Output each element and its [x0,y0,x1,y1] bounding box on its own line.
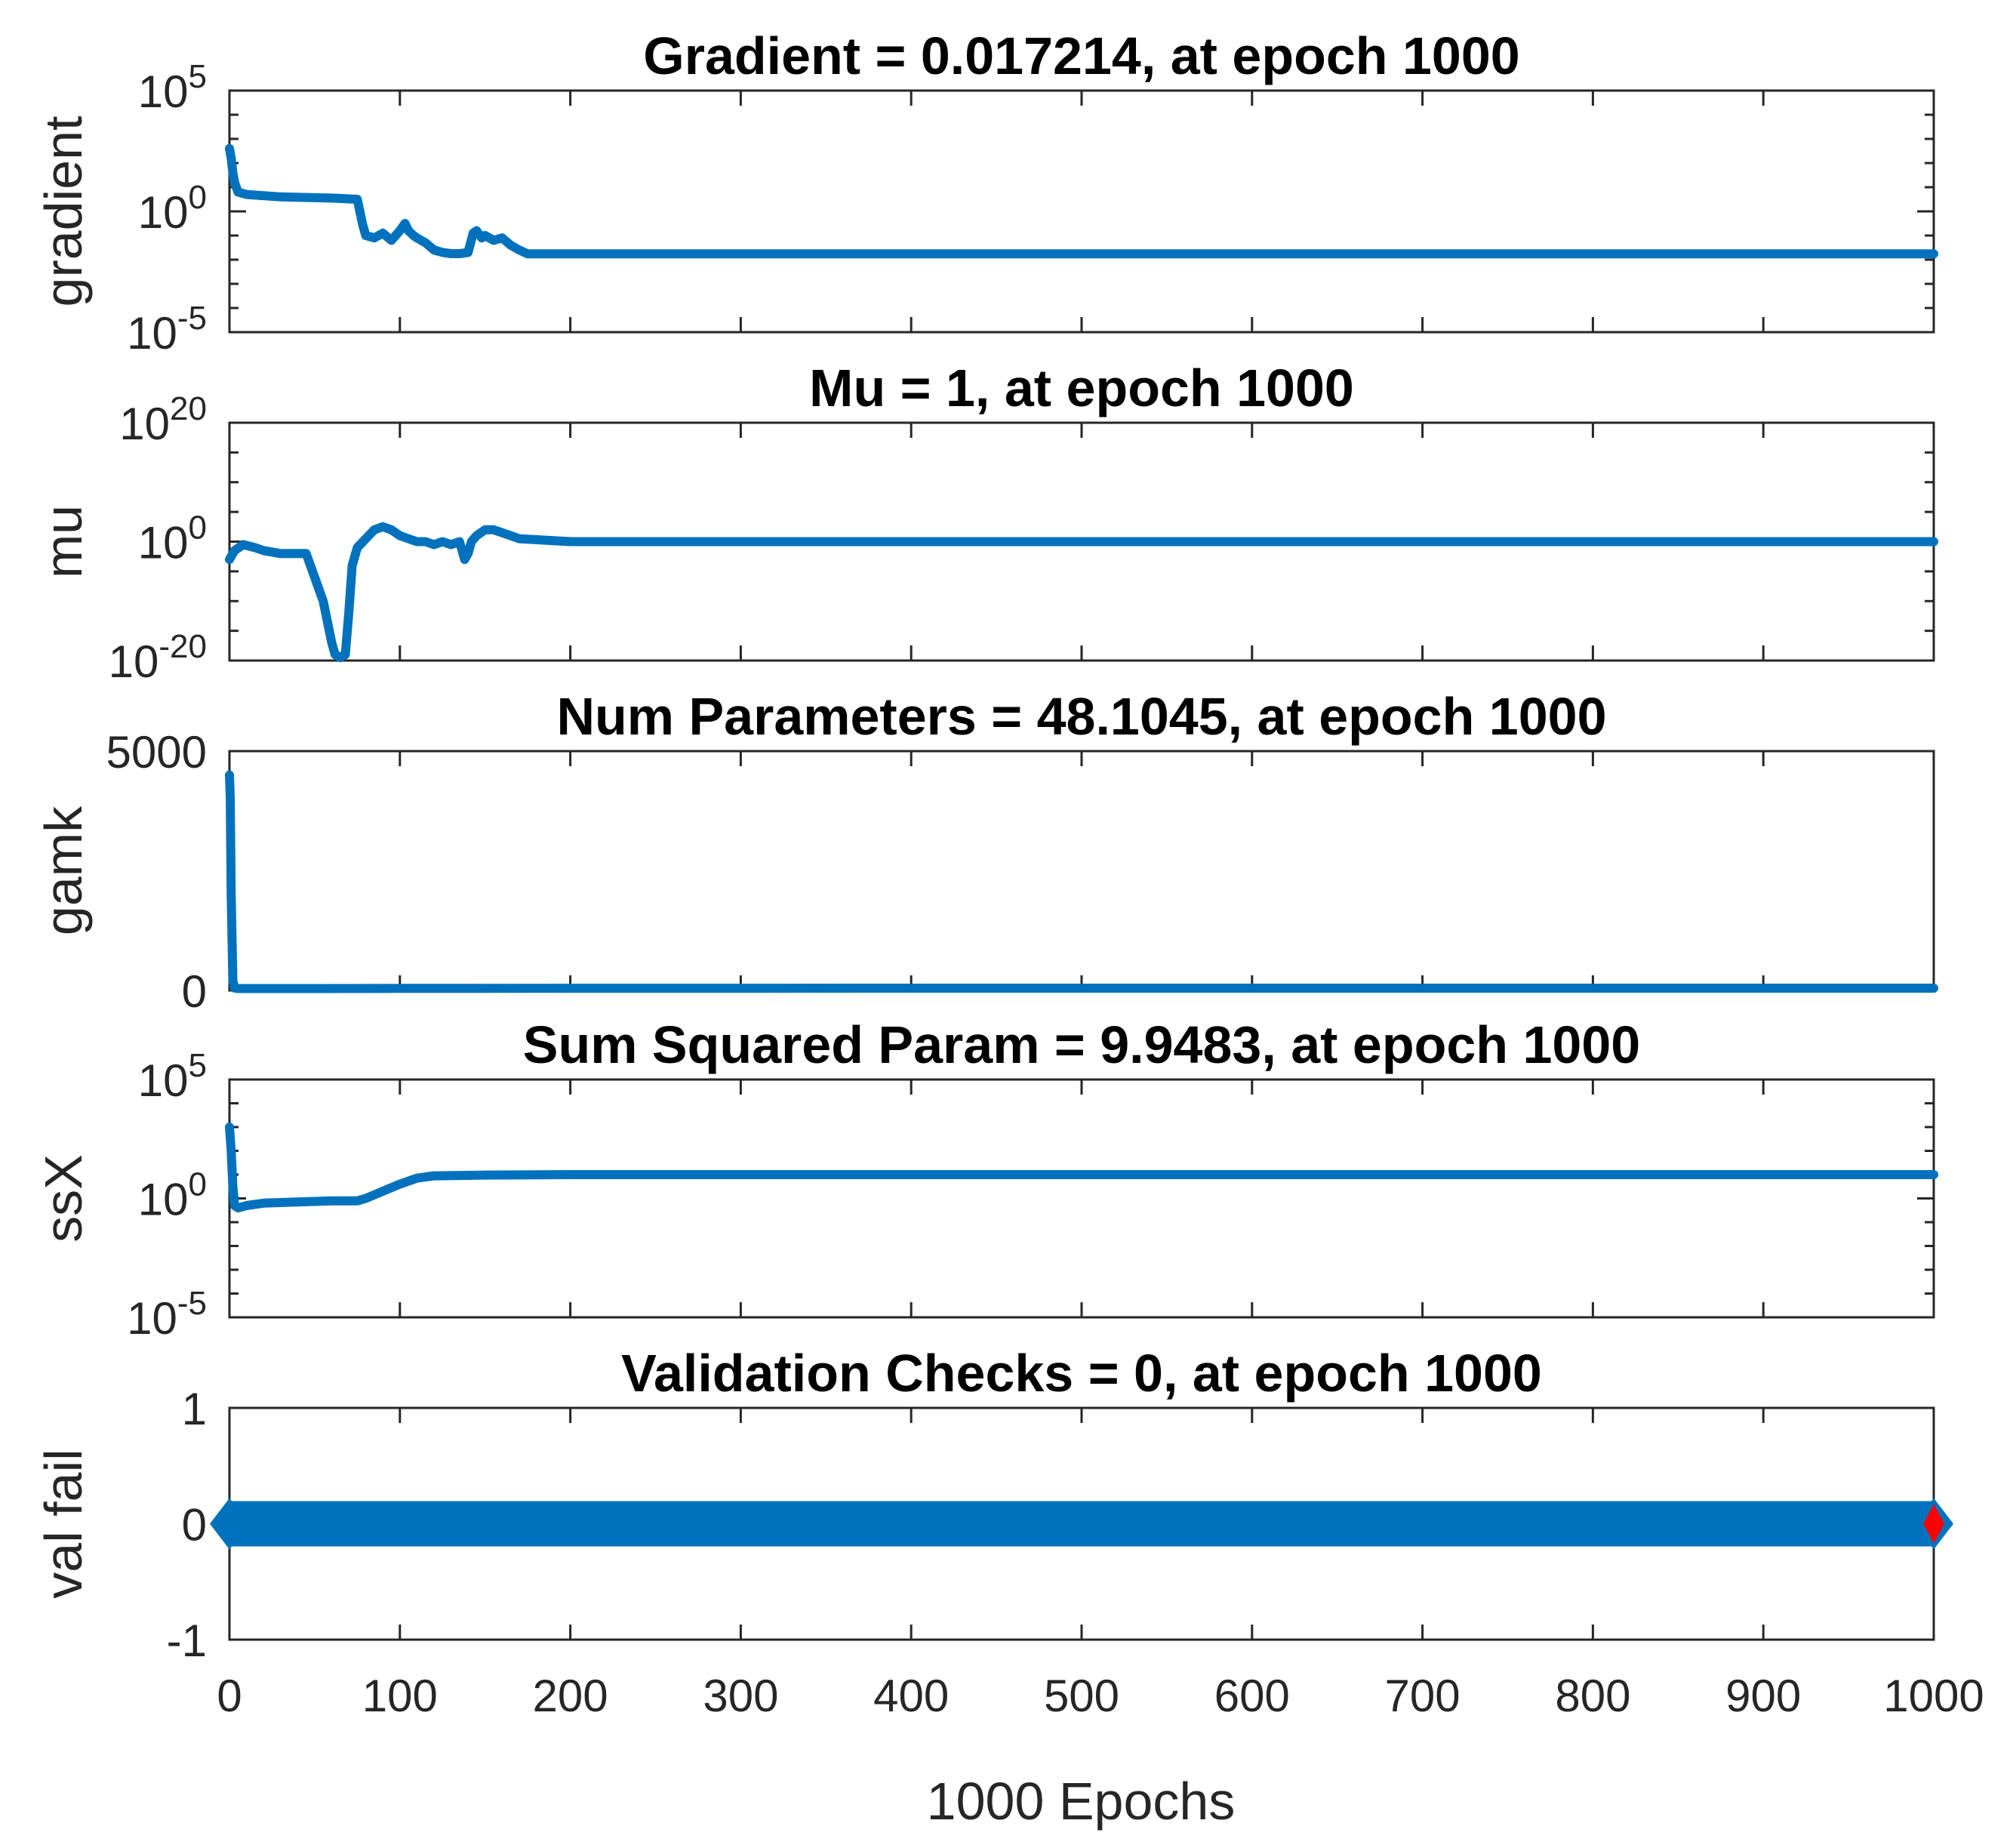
panel-valfail: 1 0 -1 Validation Checks = 0, at epoch 1000… [34,1344,1953,1666]
gradient-y-tick-exponent: 5 [189,58,207,95]
x-axis-ticks: 0 100 200 300 400 500 600 700 800 900 1000 [217,1671,1984,1721]
valfail-y-label: val fail [34,1449,93,1598]
mu-y-tick-label: 10-20 [109,628,207,687]
x-tick-label: 300 [703,1671,778,1721]
valfail-title: Validation Checks = 0, at epoch 1000 [621,1344,1542,1403]
gradient-y-tick-base: 10 [127,308,177,359]
x-tick-label: 700 [1385,1671,1461,1721]
x-tick-label: 600 [1214,1671,1290,1721]
ssx-y-tick-label: 10-5 [127,1285,207,1344]
gradient-y-tick-exponent: -5 [177,300,207,337]
gamk-axes-box [228,750,1935,992]
gradient-y-tick-label: 10-5 [127,300,207,359]
mu-y-tick-exponent: 0 [189,510,207,547]
mu-y-tick-exponent: 20 [170,390,207,427]
gradient-series-line [225,143,1938,259]
x-tick-label: 0 [217,1671,242,1721]
ssx-axes-box [228,1078,1935,1319]
ssx-y-tick-base: 10 [138,1055,189,1106]
ssx-y-tick-base: 10 [127,1293,177,1344]
gradient-y-tick-label: 100 [138,179,207,238]
valfail-series-end-marker [210,1498,249,1550]
gradient-y-tick-label: 105 [138,58,207,117]
gamk-title: Num Parameters = 48.1045, at epoch 1000 [556,687,1606,746]
mu-title: Mu = 1, at epoch 1000 [809,359,1354,417]
x-tick-label: 500 [1044,1671,1119,1721]
ssx-title: Sum Squared Param = 9.9483, at epoch 100… [523,1015,1640,1074]
x-tick-label: 1000 [1883,1671,1984,1721]
gamk-series-line [225,770,1938,993]
gradient-title: Gradient = 0.017214, at epoch 1000 [643,26,1519,85]
valfail-series-band [229,1501,1934,1547]
mu-y-label: mu [34,505,93,578]
mu-series-line [225,522,1938,663]
gamk-y-label: gamk [34,805,93,935]
ssx-y-tick-label: 105 [138,1047,207,1106]
ssx-y-label: ssX [34,1154,93,1243]
valfail-y-tick-label: 0 [182,1500,207,1551]
gradient-y-tick-exponent: 0 [189,179,207,216]
x-axis-label: 1000 Epochs [927,1772,1236,1831]
gamk-y-tick-label: 5000 [106,727,207,778]
mu-y-tick-base: 10 [138,518,189,568]
panel-gamk: 5000 0 Num Parameters = 48.1045, at epoch … [34,687,1938,1017]
valfail-best-epoch-marker [1923,1504,1944,1544]
gradient-axes-box [228,89,1935,334]
mu-y-tick-label: 1020 [119,390,207,449]
ssx-series-line [225,1123,1938,1213]
gradient-y-tick-base: 10 [138,187,189,238]
gradient-y-label: gradient [34,116,93,307]
valfail-y-tick-label: 1 [182,1384,207,1434]
mu-y-tick-exponent: -20 [159,628,207,665]
ssx-y-tick-exponent: 5 [189,1047,207,1084]
valfail-y-tick-label: -1 [167,1615,207,1666]
mu-y-tick-label: 100 [138,510,207,568]
x-tick-label: 100 [362,1671,438,1721]
x-tick-label: 200 [533,1671,608,1721]
mu-y-tick-base: 10 [109,636,159,687]
ssx-y-tick-label: 100 [138,1166,207,1225]
gradient-y-tick-base: 10 [138,66,189,117]
x-tick-label: 900 [1725,1671,1801,1721]
mu-y-tick-base: 10 [119,399,170,449]
x-tick-label: 400 [873,1671,949,1721]
ssx-y-tick-exponent: 0 [189,1166,207,1203]
ssx-y-tick-base: 10 [138,1175,189,1225]
x-tick-label: 800 [1555,1671,1630,1721]
ssx-y-tick-exponent: -5 [177,1285,207,1322]
gamk-y-tick-label: 0 [182,966,207,1017]
